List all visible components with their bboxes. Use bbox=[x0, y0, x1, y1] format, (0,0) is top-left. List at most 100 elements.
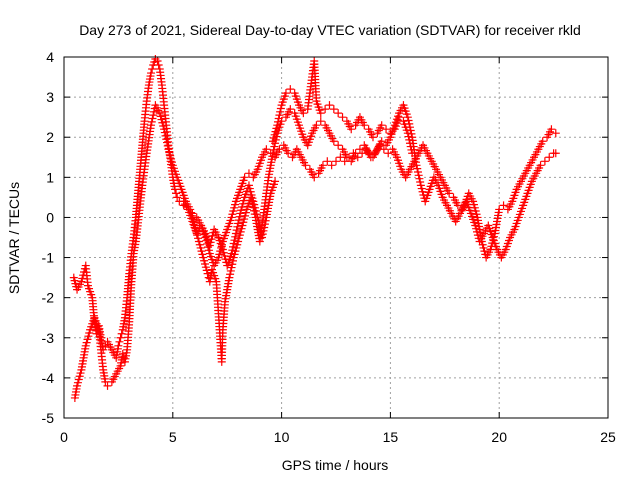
data-point-trace-a bbox=[115, 337, 124, 346]
data-point-trace-c bbox=[273, 117, 282, 126]
data-point-trace-b bbox=[316, 117, 325, 126]
data-point-trace-a bbox=[551, 149, 560, 158]
data-point-trace-c bbox=[329, 105, 338, 114]
data-point-trace-d bbox=[234, 216, 243, 225]
data-point-trace-a bbox=[101, 341, 110, 350]
data-point-trace-d bbox=[261, 216, 270, 225]
data-point-trace-b bbox=[329, 137, 338, 146]
data-point-trace-b bbox=[162, 135, 171, 144]
data-point-trace-a bbox=[284, 149, 293, 158]
data-point-trace-d bbox=[271, 177, 280, 186]
data-point-trace-b bbox=[226, 270, 235, 279]
x-tick-label: 15 bbox=[383, 429, 399, 445]
data-point-trace-b bbox=[412, 161, 421, 170]
data-point-trace-b bbox=[286, 105, 295, 114]
data-point-trace-c bbox=[276, 104, 285, 113]
data-point-trace-b bbox=[495, 205, 504, 214]
data-point-trace-b bbox=[416, 178, 425, 187]
data-point-trace-b bbox=[404, 116, 413, 125]
data-point-trace-a bbox=[147, 69, 156, 78]
data-point-trace-b bbox=[228, 260, 237, 269]
data-point-trace-b bbox=[377, 137, 386, 146]
y-tick-label: 3 bbox=[46, 89, 54, 105]
data-point-trace-b bbox=[499, 201, 508, 210]
data-point-trace-b bbox=[351, 149, 360, 158]
data-point-trace-d bbox=[234, 219, 243, 228]
data-point-trace-b bbox=[163, 141, 172, 150]
data-point-trace-b bbox=[403, 113, 412, 122]
data-point-trace-a bbox=[540, 157, 549, 166]
data-point-trace-c bbox=[386, 129, 395, 138]
data-point-trace-d bbox=[258, 230, 267, 239]
data-point-trace-d bbox=[254, 216, 263, 225]
x-tick-label: 25 bbox=[600, 429, 616, 445]
data-point-trace-b bbox=[269, 145, 278, 154]
data-point-trace-b bbox=[227, 263, 236, 272]
x-tick-label: 10 bbox=[274, 429, 290, 445]
data-point-trace-c bbox=[395, 113, 404, 122]
y-axis-label: SDTVAR / TECUs bbox=[6, 182, 22, 294]
data-point-trace-b bbox=[149, 107, 158, 116]
data-point-trace-b bbox=[413, 164, 422, 173]
data-point-trace-c bbox=[334, 109, 343, 118]
grid-lines bbox=[64, 57, 608, 418]
y-tick-label: 0 bbox=[46, 209, 54, 225]
data-point-trace-b bbox=[538, 137, 547, 146]
data-point-trace-d bbox=[260, 223, 269, 232]
data-point-trace-b bbox=[226, 266, 235, 275]
data-point-trace-b bbox=[547, 125, 556, 134]
data-point-trace-b bbox=[103, 381, 112, 390]
y-tick-label: -5 bbox=[42, 410, 55, 426]
data-point-trace-c bbox=[316, 109, 325, 118]
data-point-trace-c bbox=[406, 142, 415, 151]
data-point-trace-a bbox=[545, 153, 554, 162]
data-point-trace-a bbox=[173, 193, 182, 202]
data-point-trace-c bbox=[338, 113, 347, 122]
data-point-trace-a bbox=[148, 65, 157, 74]
data-point-trace-b bbox=[160, 125, 169, 134]
data-point-trace-a bbox=[536, 161, 545, 170]
data-point-trace-d bbox=[260, 220, 269, 229]
data-point-trace-c bbox=[273, 121, 282, 130]
data-point-trace-a bbox=[116, 333, 125, 342]
data-point-trace-d bbox=[231, 232, 240, 241]
data-point-trace-b bbox=[161, 131, 170, 140]
x-tick-label: 20 bbox=[491, 429, 507, 445]
data-point-trace-a bbox=[384, 149, 393, 158]
y-tick-label: -2 bbox=[42, 290, 55, 306]
data-point-trace-d bbox=[229, 242, 238, 251]
data-point-trace-c bbox=[276, 107, 285, 116]
data-point-trace-c bbox=[360, 121, 369, 130]
data-point-trace-a bbox=[262, 145, 271, 154]
data-point-trace-a bbox=[301, 161, 310, 170]
data-point-trace-d bbox=[227, 249, 236, 258]
data-point-trace-a bbox=[114, 341, 123, 350]
data-point-trace-a bbox=[323, 157, 332, 166]
data-point-trace-d bbox=[229, 239, 238, 248]
data-point-trace-c bbox=[405, 139, 414, 148]
data-point-trace-c bbox=[274, 114, 283, 123]
x-tick-label: 5 bbox=[169, 429, 177, 445]
data-point-trace-c bbox=[321, 105, 330, 114]
data-point-trace-c bbox=[325, 101, 334, 110]
data-point-trace-b bbox=[342, 153, 351, 162]
data-point-trace-d bbox=[231, 229, 240, 238]
data-point-trace-a bbox=[240, 173, 249, 182]
y-tick-label: 4 bbox=[46, 49, 54, 65]
data-point-trace-d bbox=[235, 212, 244, 221]
data-point-trace-b bbox=[355, 145, 364, 154]
data-point-trace-b bbox=[147, 117, 156, 126]
data-point-trace-b bbox=[312, 121, 321, 130]
data-point-trace-a bbox=[318, 161, 327, 170]
data-point-trace-d bbox=[232, 226, 241, 235]
data-point-trace-c bbox=[408, 149, 417, 158]
data-point-trace-b bbox=[414, 171, 423, 180]
data-point-trace-a bbox=[327, 161, 336, 170]
data-point-trace-c bbox=[404, 132, 413, 141]
data-point-trace-d bbox=[230, 236, 239, 245]
data-point-trace-a bbox=[310, 173, 319, 182]
y-tick-label: -4 bbox=[42, 370, 55, 386]
data-point-trace-b bbox=[229, 256, 238, 265]
data-point-trace-a bbox=[332, 157, 340, 166]
